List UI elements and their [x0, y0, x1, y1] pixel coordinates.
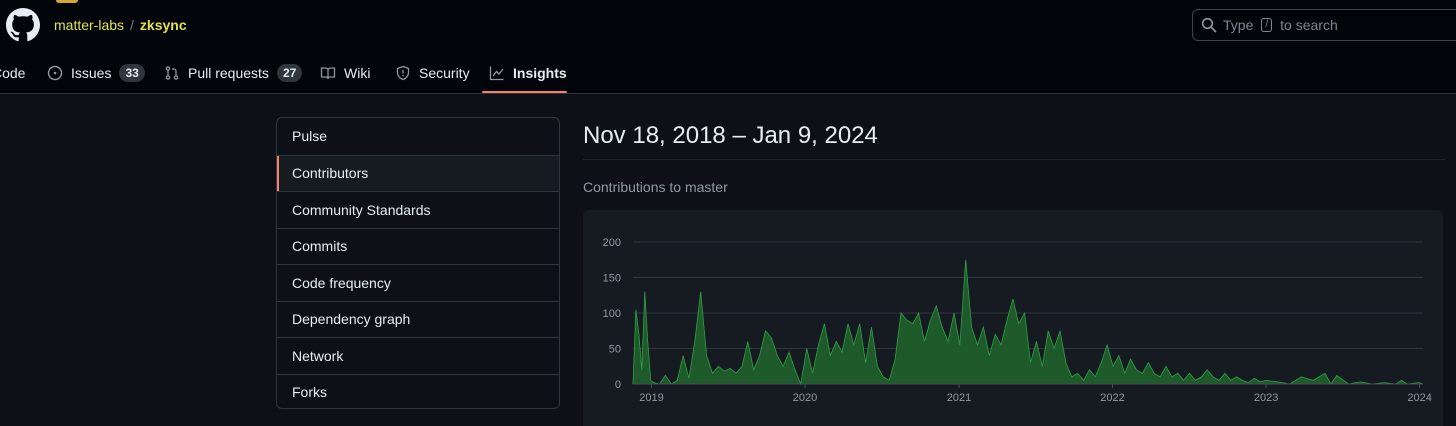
contributions-area: [632, 259, 1424, 386]
tab-wiki-label: Wiki: [344, 65, 371, 81]
search-input[interactable]: Type / to search: [1192, 9, 1456, 41]
x-tick-label: 2019: [639, 392, 663, 404]
search-icon: [1201, 17, 1217, 33]
sidebar-item-network[interactable]: Network: [277, 337, 559, 374]
pull-requests-count-badge: 27: [276, 64, 303, 82]
sidebar-item-pulse[interactable]: Pulse: [292, 128, 328, 145]
tab-insights[interactable]: Insights: [489, 52, 567, 94]
search-suffix: to search: [1280, 17, 1338, 33]
tab-issues[interactable]: Issues 33: [47, 52, 145, 94]
breadcrumb-separator: /: [130, 17, 134, 33]
sidebar-item-commits[interactable]: Commits: [277, 227, 559, 265]
x-tick-label: 2024: [1407, 392, 1431, 404]
x-tick-label: 2023: [1254, 392, 1278, 404]
y-tick-label: 150: [603, 273, 621, 285]
tab-security[interactable]: Security: [395, 52, 470, 94]
title-divider: [583, 159, 1445, 160]
insights-sidebar: Pulse Contributors Community Standards C…: [276, 117, 560, 409]
issues-count-badge: 33: [119, 64, 145, 82]
shield-icon: [396, 65, 410, 81]
tab-code[interactable]: Code: [0, 52, 25, 94]
contributions-chart-svg: 0 50 100 150 200 2019 2020 2021 2022 2023 2024: [603, 237, 1432, 404]
sidebar-item-contributors[interactable]: Contributors: [277, 154, 559, 191]
breadcrumb: matter-labs / zksync: [54, 16, 187, 34]
y-tick-label: 100: [603, 308, 621, 320]
y-tick-label: 50: [609, 344, 621, 356]
tab-pull-requests-label: Pull requests: [188, 65, 269, 81]
contributions-chart: 0 50 100 150 200 2019 2020 2021 2022 2023 2024: [583, 210, 1443, 426]
x-tick-label: 2020: [793, 392, 817, 404]
tab-code-label: Code: [0, 65, 26, 81]
issue-opened-icon: [47, 65, 63, 81]
y-tick-label: 0: [615, 379, 621, 391]
sidebar-item-code-frequency[interactable]: Code frequency: [277, 264, 559, 301]
tab-pull-requests[interactable]: Pull requests 27: [164, 52, 303, 94]
sidebar-item-dependency-graph[interactable]: Dependency graph: [277, 300, 559, 338]
search-prefix: Type: [1223, 17, 1254, 33]
contributions-subtitle: Contributions to master: [583, 179, 728, 195]
tab-security-label: Security: [419, 65, 470, 81]
graph-icon: [489, 66, 504, 81]
tab-insights-label: Insights: [513, 65, 567, 81]
github-logo-icon[interactable]: [6, 8, 40, 42]
active-tab-indicator: [482, 91, 567, 93]
repo-owner-link[interactable]: matter-labs: [54, 17, 125, 33]
x-tick-label: 2022: [1100, 392, 1124, 404]
repo-name-link[interactable]: zksync: [139, 17, 187, 33]
tab-issues-label: Issues: [71, 65, 112, 81]
x-tick-label: 2021: [947, 392, 971, 404]
notification-indicator: [56, 0, 78, 3]
sidebar-item-community-standards[interactable]: Community Standards: [277, 191, 559, 228]
book-icon: [320, 67, 336, 80]
date-range-title: Nov 18, 2018 – Jan 9, 2024: [583, 122, 878, 149]
y-tick-label: 200: [603, 237, 621, 249]
repo-nav-tabs: Code Issues 33 Pull requests 27 Wiki Sec…: [0, 52, 600, 94]
tab-wiki[interactable]: Wiki: [320, 52, 370, 94]
git-pull-request-icon: [165, 66, 179, 80]
sidebar-item-forks[interactable]: Forks: [277, 373, 559, 409]
repo-header: matter-labs / zksync Type / to search Code…: [0, 0, 1456, 94]
search-shortcut-key: /: [1261, 18, 1273, 32]
